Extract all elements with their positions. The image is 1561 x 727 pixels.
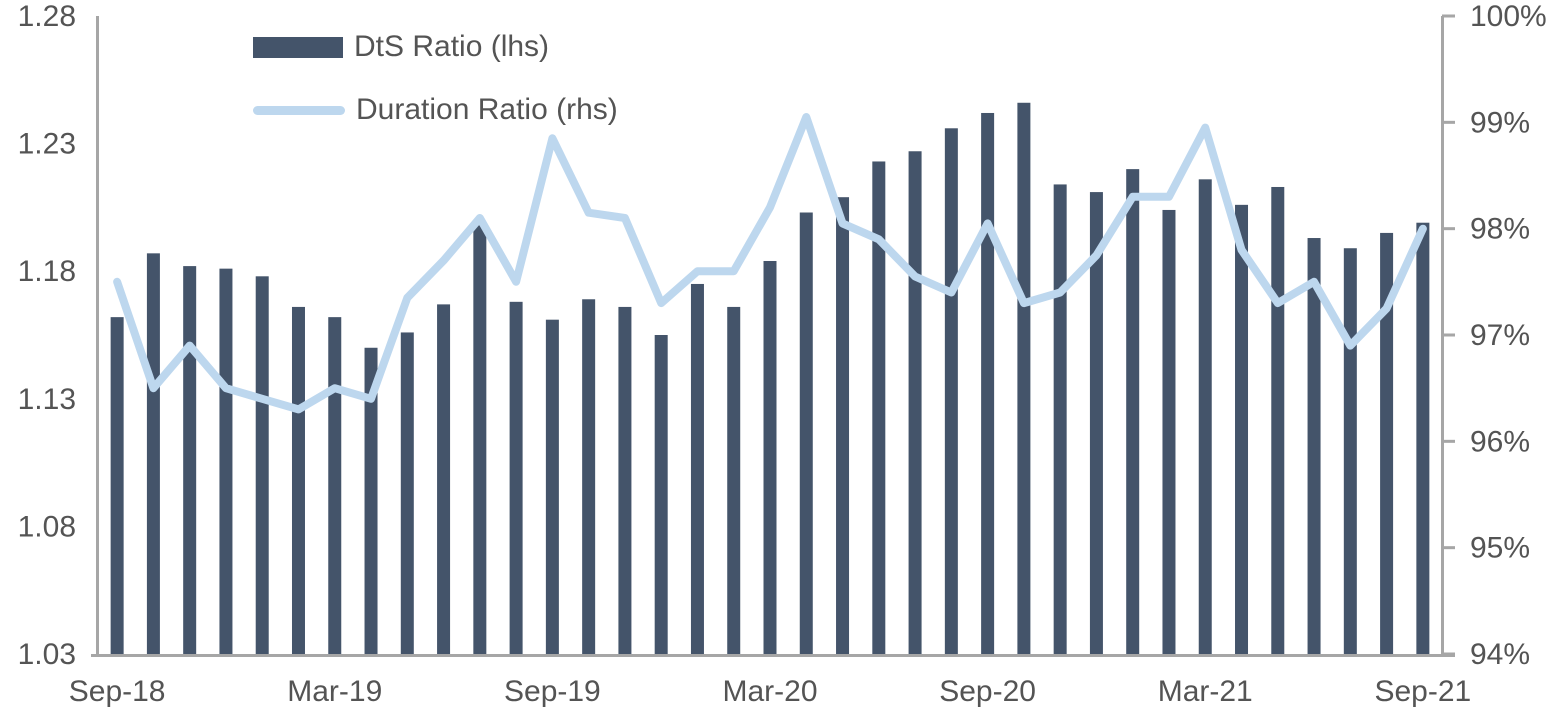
bar-Jun-20 [872, 161, 886, 656]
bar-Dec-18 [219, 268, 233, 655]
bar-Jan-21 [1126, 169, 1140, 655]
bar-series-swatch [253, 36, 343, 58]
line-series-swatch [253, 105, 345, 115]
bar-Jul-20 [908, 151, 922, 656]
bar-Jun-19 [437, 304, 451, 655]
bar-Jun-21 [1307, 238, 1321, 656]
left-axis-tick-label: 1.28 [18, 0, 76, 33]
left-axis-tick-label: 1.03 [18, 638, 76, 671]
bar-May-19 [400, 332, 414, 655]
bar-Nov-19 [618, 306, 632, 655]
bar-Feb-20 [727, 306, 741, 655]
bar-Nov-18 [183, 266, 197, 655]
x-axis-tick-label: Mar-20 [722, 675, 817, 708]
bar-Sep-20 [981, 112, 995, 655]
legend-label-duration-ratio: Duration Ratio (rhs) [356, 93, 618, 126]
left-axis-tick-label: 1.18 [18, 255, 76, 288]
bar-Apr-21 [1235, 204, 1249, 655]
bar-Aug-19 [509, 301, 523, 655]
bar-Mar-19 [328, 317, 342, 655]
right-axis-tick-label: 98% [1470, 213, 1530, 246]
bar-Feb-21 [1162, 209, 1176, 655]
bar-May-20 [836, 197, 850, 655]
x-axis-tick-label: Sep-18 [69, 675, 166, 708]
bar-Jul-21 [1343, 248, 1357, 655]
bar-Sep-21 [1416, 222, 1430, 655]
x-axis-tick-label: Sep-20 [939, 675, 1036, 708]
bar-Apr-19 [364, 347, 378, 655]
left-axis-tick-label: 1.13 [18, 383, 76, 416]
right-axis-tick-label: 97% [1470, 319, 1530, 352]
right-axis-tick-label: 95% [1470, 532, 1530, 565]
bar-Aug-20 [944, 128, 958, 656]
bar-Aug-21 [1380, 232, 1394, 656]
bar-Sep-19 [545, 319, 559, 655]
x-axis-tick-label: Sep-19 [504, 675, 601, 708]
right-axis-tick-label: 100% [1470, 0, 1547, 33]
left-axis-tick-label: 1.23 [18, 128, 76, 161]
chart-legend: DtS Ratio (lhs) Duration Ratio (rhs) [253, 30, 618, 127]
bar-Oct-19 [582, 299, 596, 655]
legend-label-dts-ratio: DtS Ratio (lhs) [354, 30, 550, 63]
bar-Jan-19 [255, 276, 269, 655]
left-axis-tick-label: 1.08 [18, 510, 76, 543]
bar-Mar-21 [1198, 179, 1212, 655]
bar-Feb-19 [291, 306, 305, 655]
bar-Jan-20 [690, 283, 704, 655]
bar-Oct-18 [146, 253, 160, 655]
x-axis-tick-label: Mar-21 [1158, 675, 1253, 708]
right-axis-tick-label: 99% [1470, 106, 1530, 139]
legend-item-dts-ratio: DtS Ratio (lhs) [253, 30, 618, 64]
bar-Nov-20 [1053, 184, 1067, 655]
bar-Oct-20 [1017, 102, 1031, 655]
x-axis-tick-label: Mar-19 [287, 675, 382, 708]
bar-Dec-20 [1089, 192, 1103, 655]
bar-May-21 [1271, 186, 1285, 655]
bar-Dec-19 [654, 335, 668, 655]
bar-Mar-20 [763, 260, 777, 655]
legend-item-duration-ratio: Duration Ratio (rhs) [253, 93, 618, 127]
right-axis-tick-label: 94% [1470, 638, 1530, 671]
bar-Jul-19 [473, 225, 487, 655]
bar-Apr-20 [799, 212, 813, 655]
right-axis-tick-label: 96% [1470, 425, 1530, 458]
duration-ratio-line [113, 113, 1427, 414]
x-axis-tick-label: Sep-21 [1374, 675, 1471, 708]
bar-Sep-18 [110, 317, 124, 655]
